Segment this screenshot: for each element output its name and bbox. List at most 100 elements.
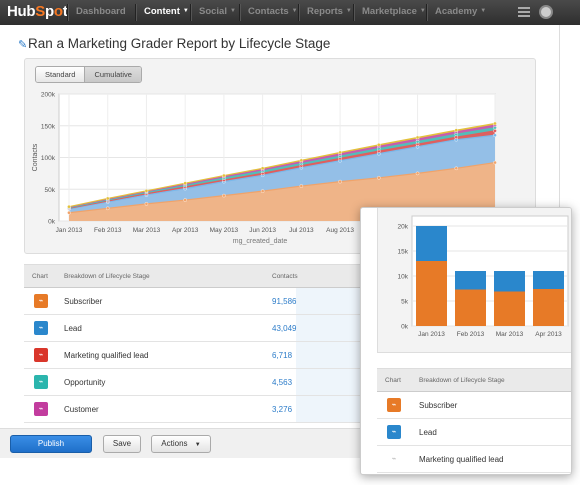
- avatar[interactable]: [539, 5, 553, 19]
- x-tick-label: Jun 2013: [249, 227, 276, 234]
- chart-toggle-icon[interactable]: ⌁: [34, 402, 48, 416]
- data-point: [338, 179, 342, 184]
- stacked-bar-chart: 0k 5k 10k 15k 20k Jan 2013 Feb 2013 Mar 2013 Apr…: [398, 215, 569, 338]
- nav-divider: [353, 4, 354, 21]
- data-point: [222, 173, 226, 178]
- nav-divider: [239, 4, 240, 21]
- overlay-panel: 0k 5k 10k 15k 20k Jan 2013 Feb 2013 Mar 2013 Apr…: [360, 207, 572, 475]
- toggle-standard[interactable]: Standard: [36, 67, 85, 82]
- save-button[interactable]: Save: [103, 435, 141, 453]
- pencil-icon[interactable]: ✎: [18, 39, 28, 51]
- data-point: [415, 171, 420, 176]
- row-contacts-link[interactable]: 4,563: [272, 378, 293, 387]
- data-point: [454, 166, 459, 171]
- actions-label: Actions: [161, 439, 188, 448]
- chart-toggle-icon[interactable]: ⌁: [387, 425, 401, 439]
- chevron-down-icon: ▼: [230, 8, 236, 15]
- row-label: Marketing qualified lead: [419, 455, 504, 464]
- chart-toggle-icon[interactable]: ⌁: [391, 454, 397, 463]
- nav-item-dashboard[interactable]: Dashboard: [76, 6, 126, 17]
- overlay-table-header: Chart Breakdown of Lifecycle Stage: [377, 368, 571, 392]
- chart-toggle-icon[interactable]: ⌁: [34, 348, 48, 362]
- y-tick-label: 0k: [48, 219, 56, 226]
- series-line-lead: [68, 134, 496, 210]
- x-tick-label: Mar 2013: [496, 331, 524, 338]
- publish-button[interactable]: Publish: [10, 435, 92, 453]
- row-label: Marketing qualified lead: [64, 351, 149, 360]
- data-point: [222, 193, 226, 198]
- table-row: ⌁ Subscriber 91,586: [24, 288, 364, 315]
- overlay-table-row: ⌁ Marketing qualified lead: [377, 446, 571, 473]
- nav-divider: [67, 4, 68, 21]
- toggle-cumulative[interactable]: Cumulative: [84, 67, 141, 82]
- data-point: [493, 129, 497, 133]
- header-chart: Chart: [32, 273, 48, 280]
- data-point: [493, 160, 497, 165]
- breakdown-table: Chart Breakdown of Lifecycle Stage Conta…: [24, 264, 364, 423]
- bar-subscriber: [533, 289, 564, 326]
- bar-lead: [416, 226, 447, 261]
- row-label: Opportunity: [64, 378, 106, 387]
- table-row: ⌁ Lead 43,049: [24, 315, 364, 342]
- table-row: ⌁ Marketing qualified lead 6,718: [24, 342, 364, 369]
- row-contacts-link[interactable]: 6,718: [272, 351, 293, 360]
- chart-toggle-icon[interactable]: ⌁: [34, 321, 48, 335]
- chart-toggle-icon[interactable]: ⌁: [387, 398, 401, 412]
- area-chart: 0k 50k 100k 150k 200k Jan 2013 Feb 2013 Mar 201…: [32, 92, 497, 245]
- y-tick-label: 50k: [45, 187, 56, 194]
- table-row: ⌁ Opportunity 4,563: [24, 369, 364, 396]
- chart-panel: Standard Cumulative 0k 50k 100k 150k 200k Jan…: [24, 58, 536, 254]
- x-tick-label: Apr 2013: [172, 227, 199, 234]
- header-breakdown[interactable]: Breakdown of Lifecycle Stage: [64, 273, 150, 280]
- nav-item-academy[interactable]: Academy ▼: [435, 6, 487, 17]
- series-line-marketing-qualified-lead: [68, 130, 496, 209]
- row-contacts-link[interactable]: 3,276: [272, 405, 293, 414]
- actions-dropdown[interactable]: Actions ▼: [151, 435, 211, 453]
- nav-divider: [426, 4, 427, 21]
- x-tick-label: Apr 2013: [535, 331, 562, 338]
- x-tick-label: Feb 2013: [94, 227, 122, 234]
- overlay-breakdown-table: Chart Breakdown of Lifecycle Stage ⌁ Subs…: [377, 368, 571, 473]
- data-point: [493, 121, 497, 126]
- y-tick-label: 10k: [398, 274, 409, 281]
- chevron-down-icon: ▼: [291, 8, 298, 15]
- table-row: ⌁ Customer 3,276: [24, 396, 364, 423]
- data-point: [144, 202, 149, 206]
- overlay-header-breakdown[interactable]: Breakdown of Lifecycle Stage: [419, 377, 505, 384]
- row-label: Subscriber: [64, 297, 103, 306]
- data-point: [454, 128, 459, 132]
- bar-lead: [455, 271, 486, 290]
- row-contacts-link[interactable]: 91,586: [272, 297, 297, 306]
- data-point: [105, 206, 110, 211]
- y-tick-label: 15k: [398, 249, 409, 256]
- x-tick-label: Mar 2013: [133, 227, 161, 234]
- series-line-total: [68, 122, 496, 208]
- data-point: [415, 135, 420, 140]
- menu-icon[interactable]: [518, 7, 530, 17]
- y-tick-label: 150k: [41, 123, 56, 130]
- header-contacts[interactable]: Contacts: [272, 273, 298, 280]
- chart-toggle-icon[interactable]: ⌁: [34, 294, 48, 308]
- page-title: Ran a Marketing Grader Report by Lifecyc…: [28, 36, 331, 51]
- nav-item-social[interactable]: Social ▼: [199, 6, 236, 17]
- chevron-down-icon: ▼: [419, 8, 426, 15]
- chart-toggle-icon[interactable]: ⌁: [34, 375, 48, 389]
- hubspot-logo[interactable]: HubSpot: [7, 3, 68, 20]
- bar-lead: [494, 271, 525, 292]
- bar-subscriber: [416, 261, 447, 326]
- nav-item-reports[interactable]: Reports ▼: [307, 6, 352, 17]
- nav-item-marketplace[interactable]: Marketplace ▼: [362, 6, 426, 17]
- row-contacts-link[interactable]: 43,049: [272, 324, 297, 333]
- nav-item-content[interactable]: Content ▼: [144, 6, 189, 17]
- y-tick-label: 100k: [41, 155, 56, 162]
- x-axis-label: mg_created_date: [233, 238, 288, 245]
- x-tick-label: Jan 2013: [418, 331, 445, 338]
- series-line-customer: [68, 124, 496, 208]
- overlay-header-chart: Chart: [385, 377, 401, 384]
- data-point: [67, 204, 71, 209]
- y-tick-label: 0k: [401, 324, 409, 331]
- x-tick-label: Jul 2013: [289, 227, 314, 234]
- nav-divider: [298, 4, 299, 21]
- nav-divider: [135, 4, 136, 21]
- nav-item-contacts[interactable]: Contacts ▼: [248, 6, 298, 17]
